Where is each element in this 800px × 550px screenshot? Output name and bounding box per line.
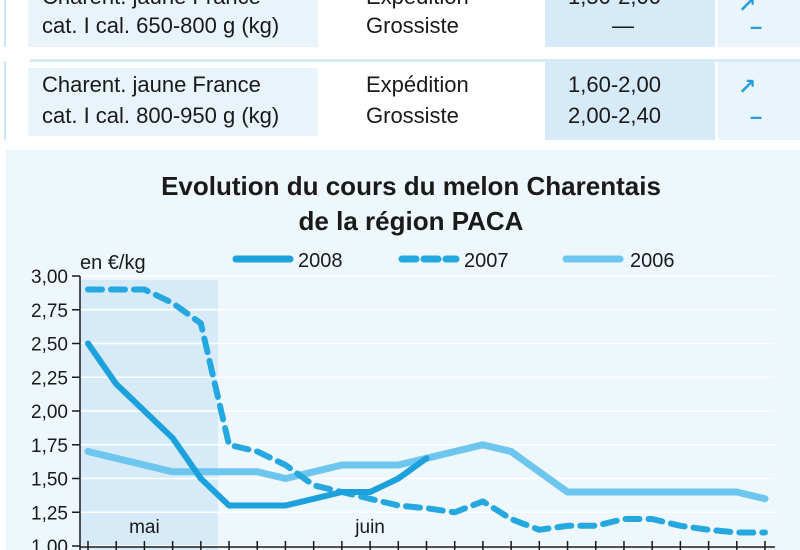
y-tick-label: 2,75 <box>31 301 68 322</box>
row2-price2: 2,00-2,40 <box>568 103 661 128</box>
row1-product-line2: cat. I cal. 650-800 g (kg) <box>42 13 280 38</box>
row1-product-line1: Charent. jaune France <box>42 0 261 12</box>
row1-price2: — <box>612 13 634 38</box>
row1-trend-up-icon: ↗ <box>738 0 757 17</box>
y-tick-label: 1,25 <box>31 503 68 524</box>
month-label-mai: mai <box>129 517 160 538</box>
trend-column-bg <box>718 0 800 140</box>
row1-stage2: Grossiste <box>366 13 459 38</box>
row2-stage2: Grossiste <box>366 103 459 128</box>
row-separator-line <box>30 59 800 62</box>
legend-label-2007: 2007 <box>464 250 509 272</box>
row2-stage1: Expédition <box>366 72 469 97</box>
chart-title-line2: de la région PACA <box>299 206 524 236</box>
row2-trend-flat-icon: – <box>750 104 763 129</box>
row2-price1: 1,60-2,00 <box>568 72 661 97</box>
row-separator <box>0 47 800 61</box>
y-axis-unit-label: en €/kg <box>80 252 146 274</box>
price-table: Charent. jaune France cat. I cal. 650-80… <box>0 0 800 140</box>
y-tick-label: 1,00 <box>31 537 68 550</box>
chart-title-line1: Evolution du cours du melon Charentais <box>161 171 661 201</box>
y-tick-label: 2,25 <box>31 368 68 389</box>
month-label-juin: juin <box>354 517 385 538</box>
y-tick-label: 2,50 <box>31 335 68 356</box>
price-column-bg <box>545 0 715 140</box>
row1-product-bg <box>28 0 318 47</box>
row2-product-line1: Charent. jaune France <box>42 72 261 97</box>
legend-label-2006: 2006 <box>630 250 675 272</box>
y-tick-label: 1,75 <box>31 436 68 457</box>
series-line-2007 <box>85 286 768 536</box>
grid <box>80 275 775 547</box>
table-left-border <box>4 0 6 140</box>
row1-price1: 1,50-2,00 <box>568 0 661 12</box>
row1-trend-flat-icon: – <box>750 14 763 39</box>
legend: 2008 2007 2006 <box>232 250 675 272</box>
row1-stage1: Expédition <box>366 0 469 12</box>
legend-label-2008: 2008 <box>298 250 343 272</box>
y-axis-ticks: 3,00 2,75 2,50 2,25 2,00 1,75 1,50 1,25 1,00 <box>31 267 81 550</box>
month-labels: mai juin <box>129 517 385 538</box>
row2-trend-up-icon: ↗ <box>738 74 757 99</box>
y-tick-label: 2,00 <box>31 402 68 423</box>
series-lines <box>84 286 769 536</box>
series-line-2008 <box>85 340 430 509</box>
y-tick-label: 3,00 <box>31 267 68 288</box>
row2-product-bg <box>28 68 318 136</box>
y-tick-label: 1,50 <box>31 470 68 491</box>
row2-product-line2: cat. I cal. 800-950 g (kg) <box>42 103 280 128</box>
x-axis-ticks <box>80 541 775 550</box>
